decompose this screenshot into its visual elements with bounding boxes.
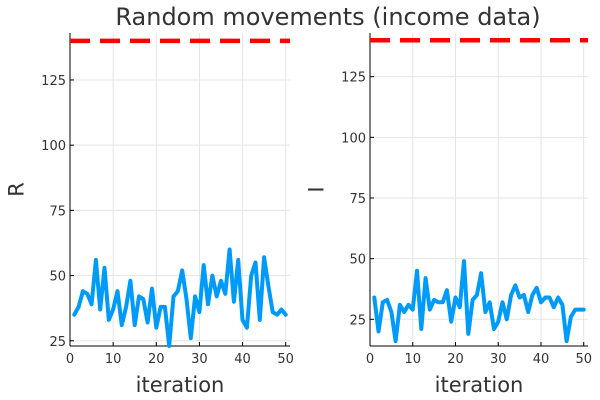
y-tick-label: 100: [341, 131, 366, 146]
y-tick-label: 75: [49, 204, 66, 219]
y-tick-label: 75: [349, 192, 366, 207]
y-tick-label: 50: [49, 270, 66, 285]
series-line-1: [372, 259, 586, 344]
x-tick-label: 50: [277, 352, 294, 367]
series-line-1: [72, 247, 288, 348]
x-tick-label: 30: [191, 352, 208, 367]
y-tick-label: 50: [349, 253, 366, 268]
panel-2: 0 10 20 30 40 50 25 50 75 100 125 iteration I: [304, 33, 592, 397]
x-tick-label: 10: [105, 352, 122, 367]
x-tick-label: 10: [404, 352, 421, 367]
y-axis-label: R: [4, 182, 28, 197]
x-tick-label: 0: [366, 352, 374, 367]
x-tick-label: 40: [533, 352, 550, 367]
y-tick-label: 100: [41, 139, 66, 154]
x-tick-label: 40: [234, 352, 251, 367]
y-axis-label: I: [304, 186, 328, 192]
y-tick-label: 125: [341, 71, 366, 86]
x-tick-label: 30: [490, 352, 507, 367]
x-tick-label: 20: [148, 352, 165, 367]
x-axis-label: iteration: [136, 373, 225, 397]
chart-title: Random movements (income data): [115, 3, 540, 31]
y-tick-label: 25: [349, 313, 366, 328]
x-tick-label: 0: [66, 352, 74, 367]
y-tick-label: 125: [41, 74, 66, 89]
x-tick-label: 20: [447, 352, 464, 367]
x-tick-label: 50: [575, 352, 592, 367]
chart-panels: 0 10 20 30 40 50 25 50 75 100 125 iteration R 0 10 20 30…: [4, 33, 592, 397]
y-tick-label: 25: [49, 335, 66, 350]
panel-1: 0 10 20 30 40 50 25 50 75 100 125 iteration R: [4, 33, 294, 397]
x-axis-label: iteration: [435, 373, 524, 397]
